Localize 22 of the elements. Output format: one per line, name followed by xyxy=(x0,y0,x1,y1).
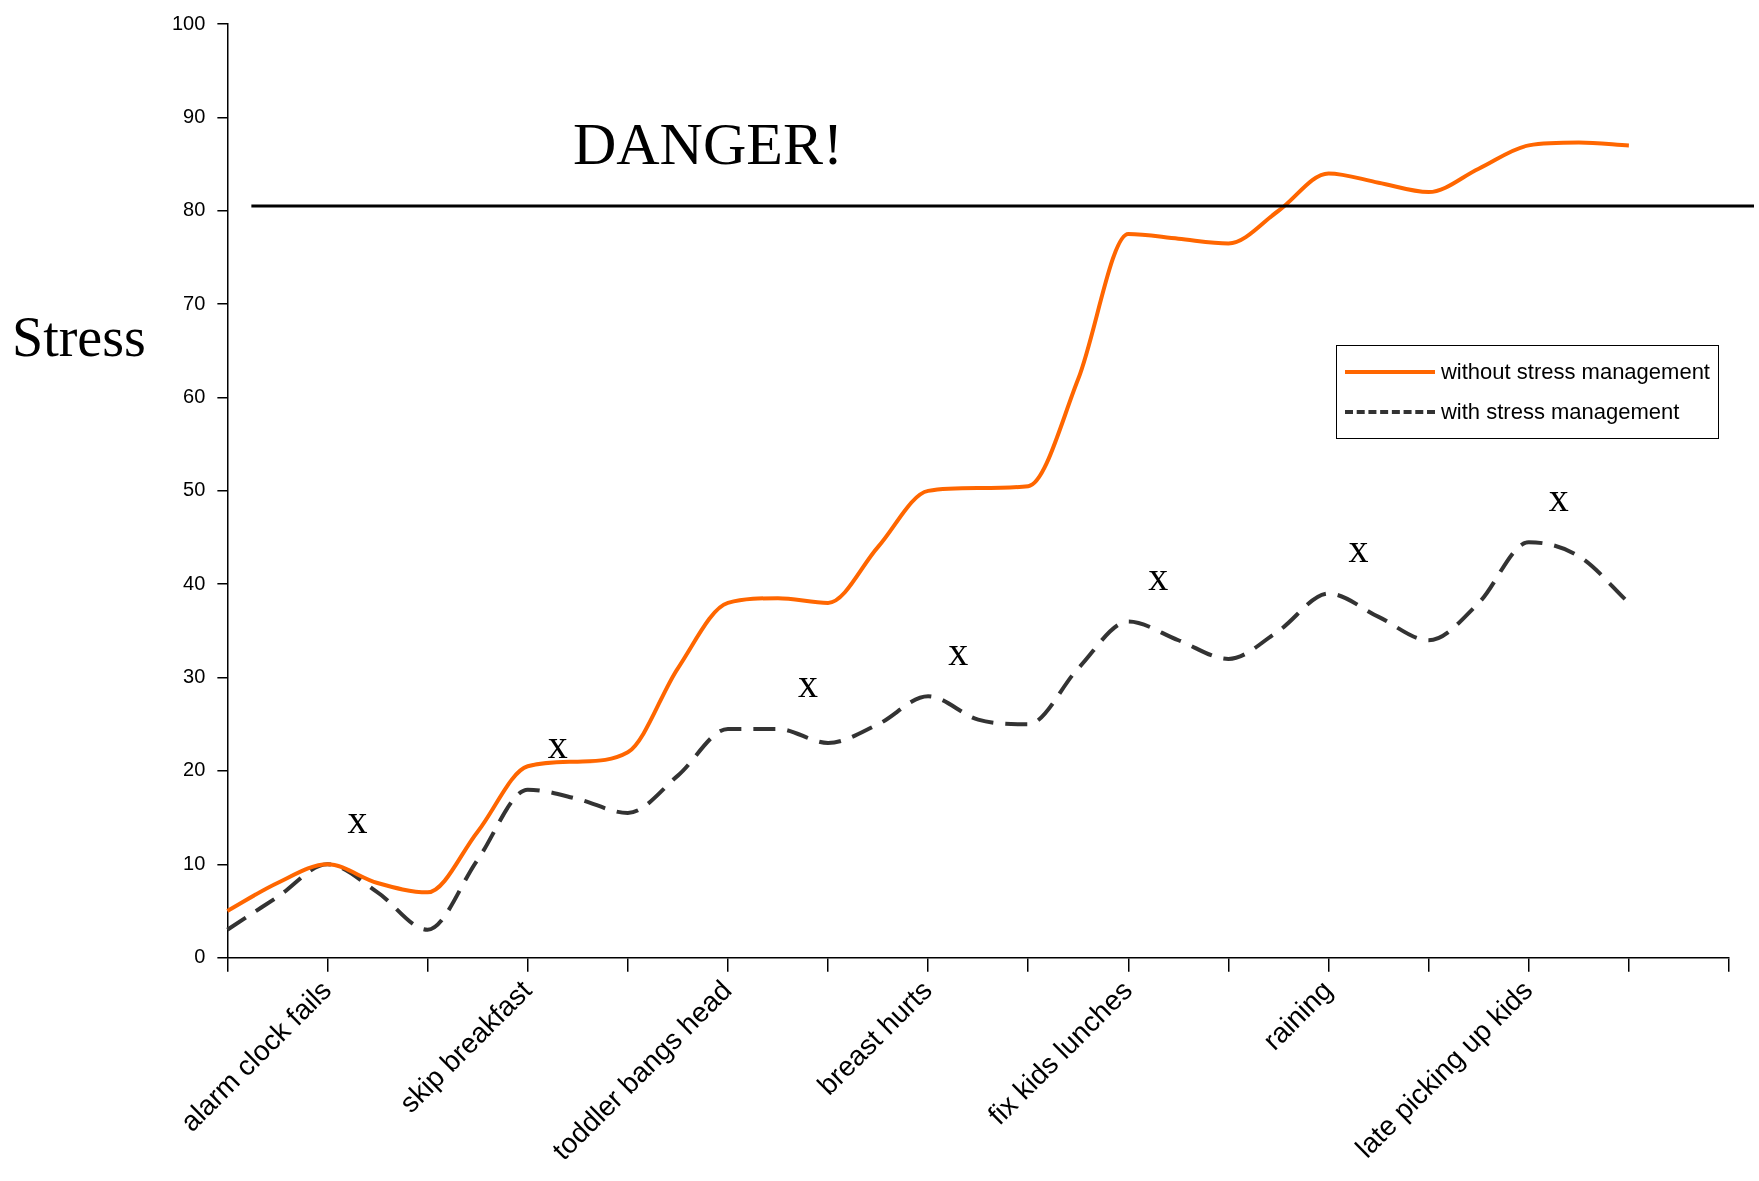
y-tick-label: 40 xyxy=(183,571,206,594)
y-tick-label: 80 xyxy=(183,198,206,221)
y-tick-label: 0 xyxy=(194,945,206,968)
annotation: x xyxy=(797,661,818,707)
y-tick-label: 10 xyxy=(183,851,206,874)
y-tick-label: 70 xyxy=(183,291,206,314)
y-tick-label: 100 xyxy=(171,11,206,34)
annotation: x xyxy=(948,628,969,674)
ref-line-label: DANGER! xyxy=(572,110,843,177)
y-tick-label: 50 xyxy=(183,478,206,501)
y-axis-title: Stress xyxy=(12,305,146,369)
annotation: x xyxy=(1548,474,1569,520)
y-tick-label: 30 xyxy=(183,665,206,688)
legend-label: without stress management xyxy=(1440,359,1710,385)
y-tick-label: 90 xyxy=(183,104,206,127)
y-tick-label: 20 xyxy=(183,758,206,781)
y-tick-label: 60 xyxy=(183,385,206,407)
legend-label: with stress management xyxy=(1440,399,1680,425)
annotation: x xyxy=(1148,554,1169,600)
annotation: x xyxy=(347,796,368,842)
annotation: x xyxy=(547,722,568,768)
annotation: x xyxy=(1348,526,1369,572)
